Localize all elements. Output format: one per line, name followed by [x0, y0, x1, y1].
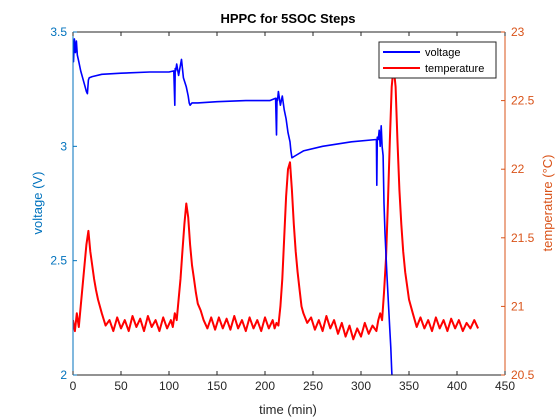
- right-y-tick-label: 22.5: [511, 94, 535, 108]
- left-y-tick-label: 2: [60, 368, 67, 382]
- series-line-voltage: [73, 38, 393, 375]
- axes: 0 50 100 150 200 250 300 350 400 45022.533.520.52…: [50, 25, 534, 393]
- x-axis-label: time (min): [259, 402, 317, 417]
- legend-entry-temperature: temperature: [425, 63, 484, 75]
- right-y-tick-label: 22: [511, 162, 525, 176]
- right-y-tick-label: 20.5: [511, 368, 535, 382]
- x-tick-label: 150: [207, 379, 227, 393]
- series-line-temperature: [73, 65, 480, 341]
- x-tick-label: 450: [495, 379, 515, 393]
- x-tick-label: 0: [70, 379, 77, 393]
- right-y-axis-label: temperature (°C): [540, 155, 555, 252]
- x-tick-label: 350: [399, 379, 419, 393]
- series-lines: [73, 38, 480, 375]
- right-y-tick-label: 21.5: [511, 231, 535, 245]
- right-y-tick-label: 21: [511, 299, 525, 313]
- left-y-tick-label: 3.5: [50, 25, 67, 39]
- legend: voltage temperature: [378, 41, 497, 79]
- x-tick-label: 100: [159, 379, 179, 393]
- x-tick-label: 300: [351, 379, 371, 393]
- x-tick-label: 200: [255, 379, 275, 393]
- left-y-tick-label: 3: [60, 139, 67, 153]
- x-tick-label: 250: [303, 379, 323, 393]
- left-y-tick-label: 2.5: [50, 254, 67, 268]
- legend-box: [378, 41, 497, 79]
- x-tick-label: 400: [447, 379, 467, 393]
- right-y-tick-label: 23: [511, 25, 525, 39]
- legend-entry-voltage: voltage: [425, 47, 460, 59]
- plot-area: [73, 38, 480, 375]
- left-y-axis-label: voltage (V): [30, 172, 45, 235]
- chart-title: HPPC for 5SOC Steps: [220, 11, 355, 26]
- x-tick-label: 50: [114, 379, 128, 393]
